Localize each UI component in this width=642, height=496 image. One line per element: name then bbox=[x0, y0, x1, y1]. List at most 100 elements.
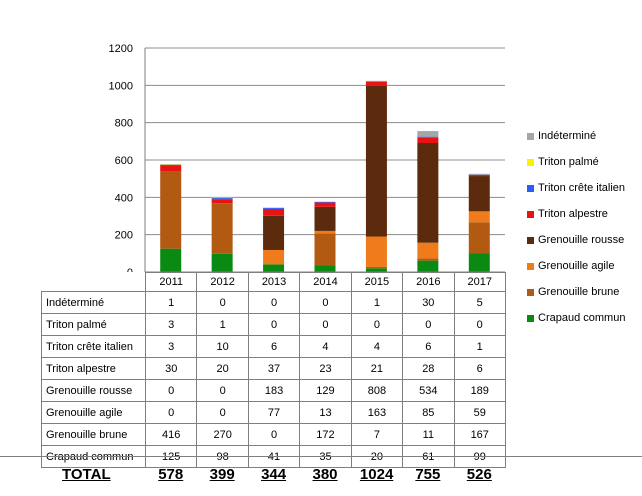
y-tick-label: 200 bbox=[115, 230, 133, 242]
legend-item: Triton crête italien bbox=[527, 180, 625, 196]
data-label: 1 bbox=[453, 335, 506, 358]
bar-segment bbox=[417, 136, 439, 138]
data-label: 0 bbox=[453, 313, 506, 336]
legend-label: Triton palmé bbox=[538, 156, 599, 168]
bar-segment bbox=[417, 143, 439, 243]
legend-label: Grenouille agile bbox=[538, 260, 615, 272]
data-label: 1 bbox=[144, 291, 198, 314]
x-tick-label: 2013 bbox=[247, 272, 301, 292]
data-label: 534 bbox=[402, 379, 455, 402]
data-label: 0 bbox=[196, 291, 249, 314]
legend-swatch bbox=[527, 236, 534, 244]
data-label: 416 bbox=[144, 423, 198, 446]
data-label: 13 bbox=[299, 401, 352, 424]
bar-segment bbox=[417, 260, 439, 272]
bar-segment bbox=[211, 197, 233, 200]
data-label: 167 bbox=[453, 423, 506, 446]
bar-segment bbox=[160, 248, 182, 272]
bar-segment bbox=[211, 203, 233, 254]
table-row: Grenouille brune 416 270 0 172 7 11 167 bbox=[41, 423, 506, 446]
data-label: 183 bbox=[247, 379, 301, 402]
bar-segment bbox=[314, 201, 336, 203]
legend-label: Grenouille brune bbox=[538, 286, 620, 298]
legend-label: Triton alpestre bbox=[538, 208, 608, 220]
bar-segment bbox=[417, 258, 439, 261]
data-label: 3 bbox=[144, 335, 198, 358]
bar-segment bbox=[365, 81, 387, 86]
bar-segment bbox=[365, 268, 387, 272]
data-label: 172 bbox=[299, 423, 352, 446]
bars bbox=[160, 80, 490, 272]
bar-segment bbox=[314, 265, 336, 272]
gridlines bbox=[145, 47, 505, 236]
data-label: 0 bbox=[144, 401, 198, 424]
y-axis-ticks: 0 200 400 600 800 1000 1200 bbox=[109, 43, 133, 272]
row-label: Indéterminé bbox=[41, 291, 146, 314]
bar-segment bbox=[263, 264, 285, 272]
bar-segment bbox=[314, 202, 336, 207]
y-tick-label: 0 bbox=[127, 267, 133, 272]
data-label: 0 bbox=[196, 379, 249, 402]
bar-segment bbox=[365, 80, 387, 82]
y-tick-label: 1000 bbox=[109, 80, 133, 92]
bar-segment bbox=[211, 197, 233, 199]
data-label: 189 bbox=[453, 379, 506, 402]
row-label: Triton alpestre bbox=[41, 357, 146, 380]
data-label: 0 bbox=[144, 379, 198, 402]
data-label: 85 bbox=[402, 401, 455, 424]
data-label: 37 bbox=[247, 357, 301, 380]
data-label: 6 bbox=[402, 335, 455, 358]
data-label: 3 bbox=[144, 313, 198, 336]
row-label: Grenouille agile bbox=[41, 401, 146, 424]
bar-segment bbox=[160, 164, 182, 166]
total-value: 526 bbox=[466, 466, 492, 483]
bar-segment bbox=[468, 176, 490, 212]
data-label: 5 bbox=[453, 291, 506, 314]
bar-segment bbox=[468, 211, 490, 223]
x-tick-label: 2012 bbox=[196, 272, 249, 292]
bar-segment bbox=[365, 266, 387, 269]
x-tick-label: 2011 bbox=[144, 272, 198, 292]
totals-row: TOTAL 578 399 344 380 1024 755 526 bbox=[0, 466, 642, 488]
legend-swatch bbox=[527, 314, 534, 322]
row-label: Triton crête italien bbox=[41, 335, 146, 358]
data-label: 0 bbox=[299, 313, 352, 336]
bar-segment bbox=[468, 174, 490, 176]
legend-label: Grenouille rousse bbox=[538, 234, 625, 246]
row-label: Triton palmé bbox=[41, 313, 146, 336]
bar-segment bbox=[211, 253, 233, 272]
data-label: 59 bbox=[453, 401, 506, 424]
bar-segment bbox=[211, 199, 233, 204]
totals-divider bbox=[0, 456, 642, 457]
legend-item: Indéterminé bbox=[527, 128, 596, 144]
data-label: 0 bbox=[247, 291, 301, 314]
table-row: Triton crête italien 3 10 6 4 4 6 1 bbox=[41, 335, 506, 358]
bar-segment bbox=[314, 206, 336, 231]
data-label: 11 bbox=[402, 423, 455, 446]
table-header-row: 2011 2012 2013 2014 2015 2016 2017 bbox=[42, 272, 506, 292]
y-tick-label: 800 bbox=[115, 118, 133, 130]
y-tick-label: 400 bbox=[115, 192, 133, 204]
data-label: 129 bbox=[299, 379, 352, 402]
legend-label: Crapaud commun bbox=[538, 312, 626, 324]
bar-segment bbox=[468, 253, 490, 272]
legend-item: Grenouille agile bbox=[527, 258, 614, 274]
y-tick-label: 1200 bbox=[109, 43, 133, 55]
bar-segment bbox=[263, 208, 285, 216]
table-row: Indéterminé 1 0 0 0 1 30 5 bbox=[41, 291, 506, 314]
data-label: 1 bbox=[196, 313, 249, 336]
total-value: 1024 bbox=[359, 466, 394, 483]
legend-swatch bbox=[527, 132, 534, 140]
data-label: 4 bbox=[350, 335, 404, 358]
bar-segment bbox=[160, 164, 182, 165]
data-label: 28 bbox=[402, 357, 455, 380]
bar-segment bbox=[160, 165, 182, 172]
data-label: 7 bbox=[350, 423, 404, 446]
bar-segment bbox=[365, 236, 387, 267]
x-tick-label: 2015 bbox=[350, 272, 404, 292]
legend-item: Crapaud commun bbox=[527, 310, 625, 326]
bar-segment bbox=[263, 215, 285, 250]
data-label: 30 bbox=[144, 357, 198, 380]
legend-item: Triton alpestre bbox=[527, 206, 608, 222]
table-row: Grenouille rousse 0 0 183 129 808 534 189 bbox=[41, 379, 506, 402]
